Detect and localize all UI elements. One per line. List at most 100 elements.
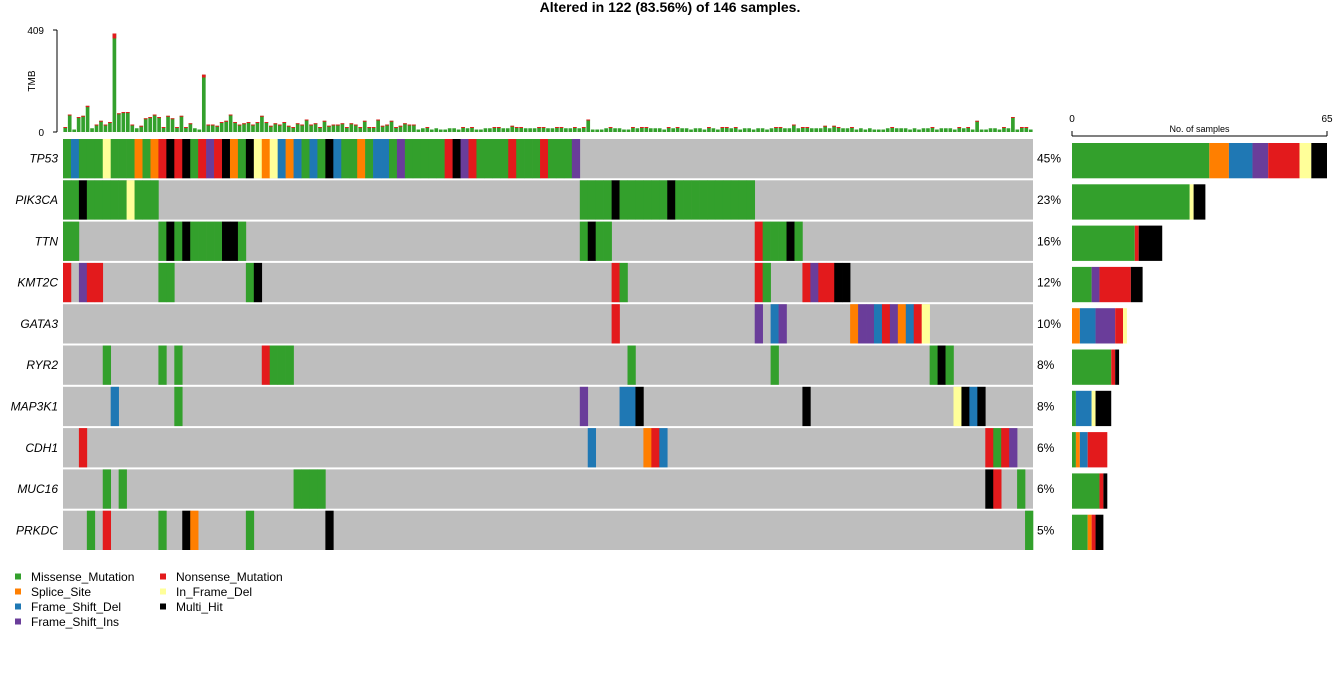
tmb-bar bbox=[143, 118, 148, 132]
tmb-bar bbox=[689, 129, 693, 132]
tmb-bar bbox=[121, 112, 126, 132]
tmb-bar bbox=[885, 128, 890, 132]
mutation-cell bbox=[643, 428, 652, 468]
gene-sample-bar-segment bbox=[1075, 432, 1080, 468]
gene-sample-bar-segment bbox=[1095, 308, 1116, 344]
gene-sample-bar-segment bbox=[1099, 473, 1104, 509]
mutation-cell bbox=[611, 262, 620, 303]
tmb-bar bbox=[648, 128, 653, 132]
tmb-bar bbox=[662, 129, 667, 132]
legend-label: In_Frame_Del bbox=[176, 585, 252, 599]
tmb-bar-nonsense bbox=[175, 127, 179, 129]
mutation-cell bbox=[969, 386, 978, 427]
gene-sample-bar-segment bbox=[1123, 308, 1127, 344]
tmb-bar bbox=[434, 128, 439, 132]
tmb-bar bbox=[345, 127, 349, 132]
mutation-cell bbox=[579, 221, 589, 261]
mutation-cell bbox=[762, 221, 771, 261]
gene-sample-barplot: 0 65 No. of samples bbox=[1069, 114, 1333, 550]
gene-sample-bar-segment bbox=[1209, 143, 1229, 179]
tmb-bar bbox=[622, 129, 626, 132]
gene-percent-label: 12% bbox=[1037, 276, 1061, 290]
tmb-bar-nonsense bbox=[304, 119, 309, 121]
tmb-bar bbox=[541, 127, 546, 132]
tmb-bar bbox=[586, 119, 591, 132]
tmb-bar bbox=[684, 128, 689, 132]
tmb-bar bbox=[957, 127, 962, 132]
gene-sample-bar-segment bbox=[1193, 184, 1206, 220]
mutation-cell bbox=[126, 139, 135, 179]
mutation-cell bbox=[905, 304, 915, 344]
tmb-bar bbox=[170, 118, 175, 132]
gene-label: TP53 bbox=[29, 152, 58, 166]
tmb-bar bbox=[452, 128, 456, 132]
mutation-cell bbox=[587, 428, 597, 468]
tmb-bar bbox=[841, 128, 845, 132]
tmb-bar-nonsense bbox=[425, 127, 430, 129]
mutation-cell bbox=[198, 139, 207, 179]
tmb-bar bbox=[827, 128, 832, 132]
gene-sample-bar-segment bbox=[1091, 390, 1096, 427]
mutation-cell bbox=[63, 139, 72, 179]
tmb-bar bbox=[814, 128, 819, 132]
gene-label: PRKDC bbox=[16, 523, 58, 537]
tmb-bar bbox=[729, 128, 734, 132]
tmb-bar bbox=[590, 129, 595, 132]
mutation-cell bbox=[993, 469, 1002, 509]
tmb-bar-nonsense bbox=[514, 127, 519, 129]
mutation-cell bbox=[897, 304, 907, 344]
mutation-cell bbox=[619, 180, 628, 220]
mutation-cell bbox=[635, 180, 644, 220]
mutation-cell bbox=[174, 221, 183, 261]
mutation-cell bbox=[229, 221, 239, 261]
tmb-bar bbox=[286, 125, 291, 132]
gene-percent-label: 23% bbox=[1037, 193, 1061, 207]
tmb-bar bbox=[850, 127, 854, 132]
gene-label: PIK3CA bbox=[15, 193, 58, 207]
tmb-bar bbox=[99, 120, 103, 132]
mutation-cell bbox=[293, 139, 302, 179]
mutation-cell bbox=[142, 139, 151, 179]
tmb-bar-nonsense bbox=[260, 115, 264, 117]
mutation-cell bbox=[603, 221, 612, 261]
tmb-bar bbox=[921, 128, 926, 132]
tmb-bar bbox=[112, 33, 117, 133]
gene-sample-bar-segment bbox=[1099, 266, 1131, 303]
mutation-cell bbox=[603, 180, 612, 220]
tmb-bar bbox=[1002, 127, 1006, 132]
mutation-cell bbox=[261, 345, 271, 385]
gene-sample-bar-segment bbox=[1079, 432, 1088, 468]
tmb-bar bbox=[76, 117, 81, 132]
tmb-bar-nonsense bbox=[353, 124, 358, 126]
tmb-bar-nonsense bbox=[233, 122, 237, 124]
tmb-bar-nonsense bbox=[121, 112, 126, 114]
mutation-cell bbox=[476, 139, 485, 179]
tmb-bar bbox=[528, 128, 532, 132]
mutation-cell bbox=[182, 139, 191, 179]
mutation-cell bbox=[174, 386, 183, 427]
tmb-bar-nonsense bbox=[264, 122, 269, 124]
mutation-cell bbox=[754, 262, 763, 303]
mutation-cell bbox=[436, 139, 445, 179]
tmb-bar bbox=[644, 127, 649, 132]
mutation-cell bbox=[150, 139, 159, 179]
gene-sample-bar-segment bbox=[1075, 390, 1092, 427]
tmb-bar bbox=[537, 127, 541, 132]
tmb-bar-nonsense bbox=[219, 122, 224, 124]
mutation-cell bbox=[214, 221, 223, 261]
tmb-bar bbox=[117, 113, 121, 132]
mutation-cell bbox=[70, 180, 80, 220]
tmb-bar bbox=[376, 119, 380, 132]
mutation-cell bbox=[245, 262, 255, 303]
mutation-cell bbox=[222, 221, 231, 261]
tmb-bar bbox=[505, 128, 510, 132]
tmb-bar bbox=[716, 129, 720, 132]
tmb-bar bbox=[948, 128, 953, 132]
mutation-cell bbox=[118, 180, 127, 220]
tmb-bar-nonsense bbox=[555, 127, 559, 129]
tmb-bar bbox=[778, 127, 783, 132]
tmb-bar bbox=[805, 127, 810, 132]
gene-sample-bar-segment bbox=[1311, 143, 1327, 179]
gene-sample-bar-segment bbox=[1091, 266, 1100, 303]
mutation-cell bbox=[834, 262, 843, 303]
